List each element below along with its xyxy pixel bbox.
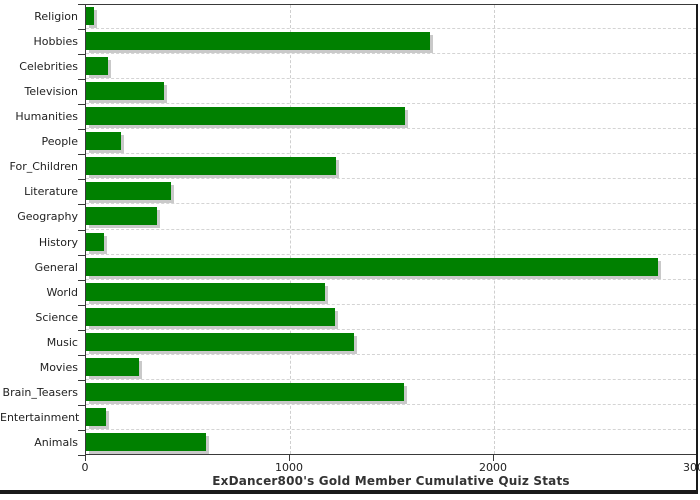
category-label: World [46, 285, 78, 299]
gridline-horizontal [86, 128, 696, 130]
gridline-horizontal [86, 278, 696, 280]
gridline-horizontal [86, 28, 696, 30]
y-tick [78, 355, 85, 356]
gridline-horizontal [86, 228, 696, 230]
category-label: Geography [17, 210, 78, 224]
bar-television [86, 82, 164, 101]
y-tick [78, 54, 85, 55]
y-tick [78, 104, 85, 105]
category-label: Hobbies [33, 35, 78, 49]
y-tick [78, 255, 85, 256]
gridline-horizontal [86, 178, 696, 180]
y-tick [78, 430, 85, 431]
y-axis-category-labels: Religion Hobbies Celebrities Television Huma… [0, 4, 80, 455]
y-tick [78, 204, 85, 205]
y-tick [78, 129, 85, 130]
x-tick-label: 2000 [479, 461, 507, 474]
bar-history [86, 232, 105, 251]
x-tick-label: 0 [81, 461, 89, 474]
gridline-vertical [290, 5, 291, 454]
category-label: Entertainment [0, 410, 80, 424]
bar-science [86, 307, 335, 326]
bar-for_children [86, 157, 336, 176]
y-tick [78, 280, 85, 281]
x-tick-label: 3000 [683, 461, 700, 474]
bar-movies [86, 357, 140, 376]
category-label: Celebrities [19, 60, 78, 74]
x-tick [493, 455, 494, 461]
category-label: Literature [24, 185, 78, 199]
x-tick-label: 1000 [275, 461, 303, 474]
category-label: Music [46, 335, 78, 349]
chart-title: ExDancer800's Gold Member Cumulative Qui… [212, 474, 570, 488]
category-label: Humanities [15, 110, 78, 124]
gridline-horizontal [86, 203, 696, 205]
gridline-horizontal [86, 303, 696, 305]
gridline-horizontal [86, 53, 696, 55]
x-tick [85, 455, 86, 461]
y-tick [78, 330, 85, 331]
bar-celebrities [86, 57, 109, 76]
x-tick [289, 455, 290, 461]
plot-area [85, 4, 697, 455]
bar-brain_teasers [86, 382, 405, 401]
category-label: People [41, 135, 78, 149]
y-tick [78, 305, 85, 306]
category-label: Movies [39, 360, 78, 374]
y-tick [78, 154, 85, 155]
category-label: General [34, 260, 78, 274]
gridline-horizontal [86, 403, 696, 405]
outer-border-bottom [0, 490, 698, 494]
gridline-horizontal [86, 378, 696, 380]
category-label: Religion [34, 10, 78, 23]
category-label: Animals [34, 435, 78, 449]
y-tick [78, 29, 85, 30]
bar-general [86, 257, 659, 276]
gridline-horizontal [86, 103, 696, 105]
bar-humanities [86, 107, 406, 126]
bar-world [86, 282, 325, 301]
gridline-horizontal [86, 153, 696, 155]
bar-people [86, 132, 121, 151]
category-label: History [38, 235, 78, 249]
y-tick [78, 179, 85, 180]
category-label: Brain_Teasers [2, 385, 78, 399]
bar-entertainment [86, 407, 107, 426]
bar-literature [86, 182, 171, 201]
gridline-horizontal [86, 78, 696, 80]
gridline-horizontal [86, 328, 696, 330]
outer-border-right [696, 4, 698, 494]
category-label: Science [35, 310, 78, 324]
bar-geography [86, 207, 158, 226]
y-tick [78, 230, 85, 231]
category-label: For_Children [9, 160, 78, 174]
gridline-horizontal [86, 428, 696, 430]
y-tick [78, 4, 85, 5]
bar-music [86, 332, 355, 351]
bar-religion [86, 7, 95, 25]
y-tick [78, 455, 85, 456]
y-tick [78, 79, 85, 80]
gridline-vertical [494, 5, 495, 454]
y-tick [78, 380, 85, 381]
y-tick [78, 405, 85, 406]
category-label: Television [24, 85, 79, 99]
bar-animals [86, 432, 207, 451]
gridline-horizontal [86, 353, 696, 355]
gridline-horizontal [86, 253, 696, 255]
bar-hobbies [86, 32, 430, 51]
